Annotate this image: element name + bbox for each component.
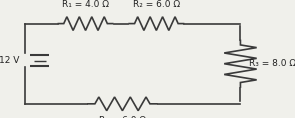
Text: R₃ = 8.0 Ω: R₃ = 8.0 Ω [249, 59, 295, 68]
Text: 12 V: 12 V [0, 56, 19, 65]
Text: R₄ = 6.0 Ω: R₄ = 6.0 Ω [99, 116, 146, 118]
Text: R₂ = 6.0 Ω: R₂ = 6.0 Ω [133, 0, 180, 9]
Text: R₁ = 4.0 Ω: R₁ = 4.0 Ω [62, 0, 109, 9]
